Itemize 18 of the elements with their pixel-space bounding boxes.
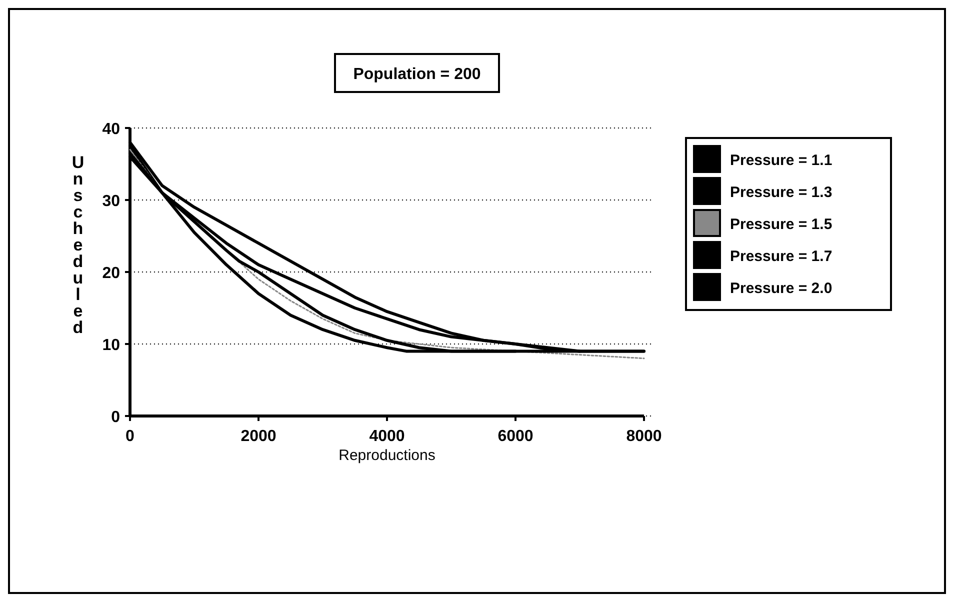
x-tick-label: 8000 (626, 428, 662, 445)
x-tick-label: 0 (126, 428, 135, 445)
chart-title: Population = 200 (353, 66, 481, 83)
y-tick-label: 20 (102, 265, 120, 282)
legend-label: Pressure = 1.7 (730, 248, 832, 265)
legend-label: Pressure = 1.3 (730, 184, 832, 201)
legend-label: Pressure = 1.5 (730, 216, 832, 233)
x-tick-label: 2000 (240, 428, 276, 445)
x-axis-title: Reproductions (338, 447, 436, 464)
legend-label: Pressure = 1.1 (730, 152, 832, 169)
x-tick-label: 6000 (498, 428, 534, 445)
y-tick-label: 40 (102, 121, 120, 138)
x-tick-label: 4000 (369, 428, 405, 445)
y-tick-label: 30 (102, 193, 120, 210)
text: Unscheduled (72, 153, 84, 337)
y-tick-label: 10 (102, 337, 120, 354)
y-tick-label: 0 (111, 409, 120, 426)
legend-label: Pressure = 2.0 (730, 280, 832, 297)
